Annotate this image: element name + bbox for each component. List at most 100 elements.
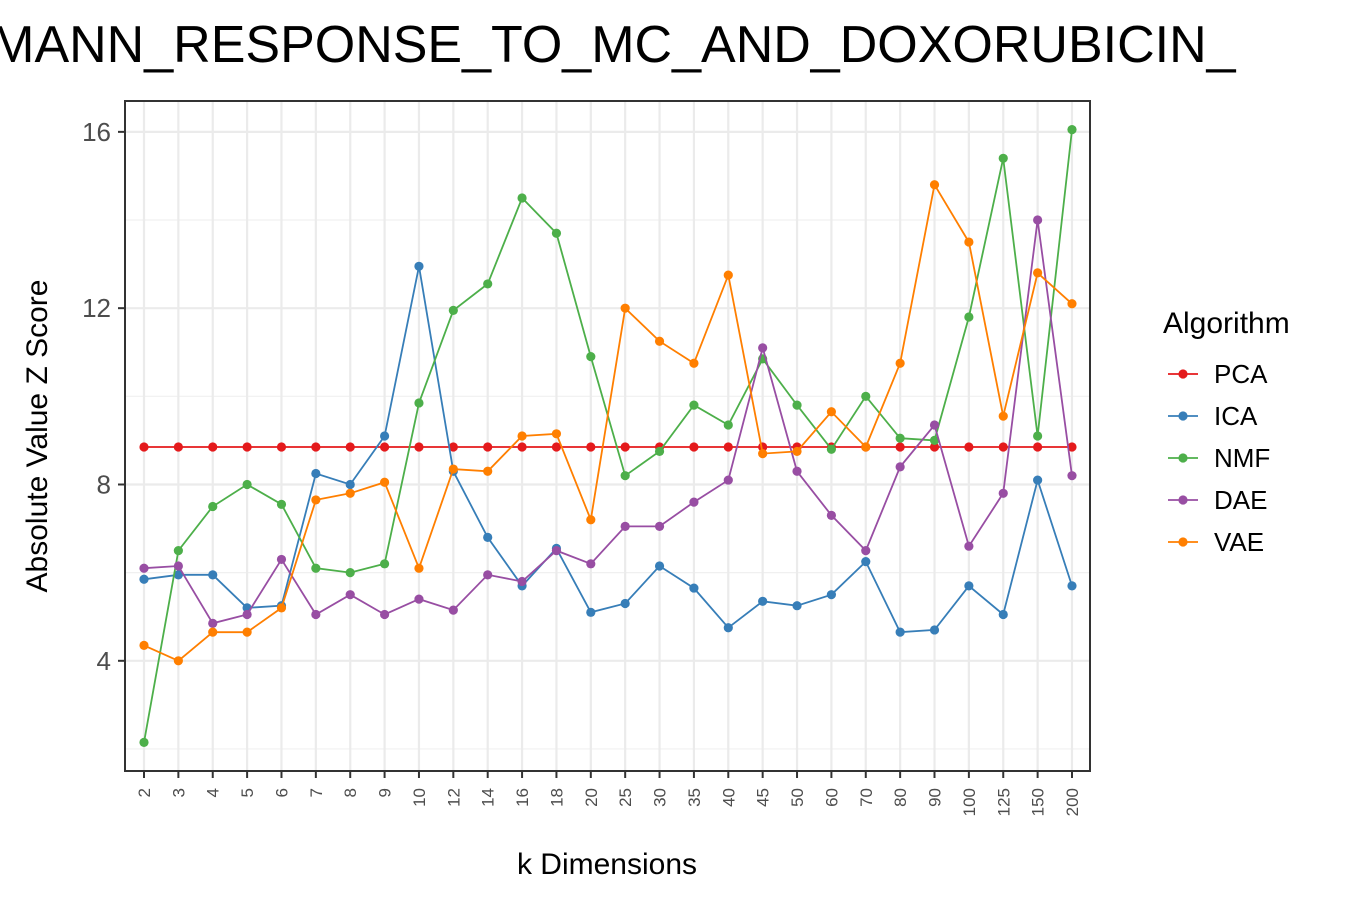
data-point-nmf bbox=[345, 568, 355, 578]
data-point-pca bbox=[620, 442, 630, 452]
data-point-ica bbox=[1067, 581, 1077, 591]
data-point-dae bbox=[139, 563, 149, 573]
data-point-nmf bbox=[1033, 431, 1043, 441]
data-point-pca bbox=[414, 442, 424, 452]
data-point-nmf bbox=[483, 279, 493, 289]
x-tick-label: 10 bbox=[410, 788, 429, 807]
data-point-nmf bbox=[826, 444, 837, 454]
data-point-vae bbox=[895, 358, 905, 368]
legend-key-point-nmf bbox=[1178, 453, 1188, 463]
x-tick-label: 20 bbox=[582, 788, 601, 807]
x-tick-label: 8 bbox=[341, 788, 360, 797]
data-point-dae bbox=[311, 609, 321, 620]
y-tick-label: 8 bbox=[97, 469, 111, 499]
x-tick-label: 150 bbox=[1029, 788, 1048, 816]
data-point-vae bbox=[208, 627, 218, 637]
x-tick-label: 16 bbox=[513, 788, 532, 807]
x-tick-label: 9 bbox=[376, 788, 395, 797]
data-point-vae bbox=[689, 358, 699, 368]
data-point-dae bbox=[414, 594, 424, 604]
data-point-ica bbox=[929, 625, 940, 635]
data-point-dae bbox=[826, 510, 837, 520]
data-point-dae bbox=[586, 559, 596, 569]
data-point-nmf bbox=[173, 546, 183, 556]
data-point-nmf bbox=[929, 435, 940, 446]
data-point-vae bbox=[861, 442, 871, 452]
data-point-nmf bbox=[311, 563, 321, 573]
data-point-dae bbox=[895, 462, 905, 472]
data-point-vae bbox=[586, 515, 596, 525]
x-tick-label: 70 bbox=[857, 788, 876, 807]
data-point-ica bbox=[173, 570, 183, 580]
data-point-nmf bbox=[242, 479, 252, 490]
data-point-dae bbox=[551, 546, 562, 556]
data-point-dae bbox=[276, 554, 287, 565]
data-point-nmf bbox=[448, 305, 458, 315]
x-tick-label: 14 bbox=[479, 788, 498, 807]
data-point-vae bbox=[1067, 299, 1077, 309]
chart-title: SMANN_RESPONSE_TO_MC_AND_DOXORUBICIN_ bbox=[0, 16, 1237, 74]
data-point-pca bbox=[586, 442, 596, 452]
data-point-nmf bbox=[964, 312, 974, 322]
data-point-ica bbox=[586, 607, 596, 617]
x-tick-label: 125 bbox=[994, 788, 1013, 816]
data-point-nmf bbox=[861, 391, 871, 401]
data-point-dae bbox=[483, 570, 493, 580]
x-tick-label: 30 bbox=[651, 788, 670, 807]
y-tick-label: 16 bbox=[82, 117, 111, 147]
legend-label-nmf: NMF bbox=[1214, 443, 1270, 473]
x-tick-label: 7 bbox=[307, 788, 326, 797]
data-point-ica bbox=[139, 574, 149, 584]
y-tick-label: 12 bbox=[82, 293, 111, 323]
data-point-pca bbox=[448, 442, 458, 452]
legend-key-point-ica bbox=[1178, 411, 1188, 421]
data-point-ica bbox=[345, 479, 355, 490]
data-point-dae bbox=[964, 541, 974, 551]
data-point-ica bbox=[1033, 475, 1043, 485]
data-point-vae bbox=[242, 627, 252, 637]
data-point-pca bbox=[311, 442, 321, 452]
data-point-ica bbox=[861, 557, 871, 567]
data-point-vae bbox=[551, 429, 562, 439]
legend-label-dae: DAE bbox=[1214, 485, 1267, 515]
data-point-vae bbox=[1033, 268, 1043, 278]
data-point-nmf bbox=[586, 352, 596, 362]
x-tick-label: 25 bbox=[616, 788, 635, 807]
x-tick-label: 4 bbox=[204, 788, 223, 797]
data-point-pca bbox=[173, 442, 183, 452]
x-tick-label: 3 bbox=[169, 788, 188, 797]
plot-border bbox=[124, 100, 1091, 772]
data-point-vae bbox=[723, 270, 733, 280]
legend: Algorithm PCA ICA NMF DAE VAE bbox=[1163, 307, 1290, 557]
data-point-vae bbox=[173, 656, 183, 666]
data-point-vae bbox=[620, 303, 630, 313]
legend-label-ica: ICA bbox=[1214, 401, 1258, 431]
data-point-dae bbox=[758, 343, 768, 353]
x-tick-label: 6 bbox=[272, 788, 291, 797]
x-tick-label: 200 bbox=[1063, 788, 1082, 816]
data-point-ica bbox=[792, 601, 802, 611]
data-point-dae bbox=[173, 561, 183, 571]
data-point-nmf bbox=[654, 446, 665, 457]
data-point-dae bbox=[929, 420, 940, 430]
data-point-nmf bbox=[620, 471, 630, 481]
data-point-ica bbox=[620, 598, 630, 609]
x-tick-label: 5 bbox=[238, 788, 257, 797]
x-tick-label: 18 bbox=[547, 788, 566, 807]
data-point-dae bbox=[723, 475, 733, 485]
x-tick-label: 45 bbox=[754, 788, 773, 807]
data-point-ica bbox=[689, 583, 699, 593]
data-point-pca bbox=[929, 442, 940, 452]
data-point-pca bbox=[1033, 442, 1043, 452]
data-point-pca bbox=[517, 442, 527, 452]
data-point-pca bbox=[379, 442, 390, 452]
data-point-dae bbox=[620, 521, 630, 531]
data-point-pca bbox=[723, 442, 733, 452]
grid-lines bbox=[125, 101, 1090, 771]
data-point-pca bbox=[895, 442, 905, 452]
data-point-nmf bbox=[414, 398, 424, 408]
x-tick-label: 60 bbox=[822, 788, 841, 807]
data-point-pca bbox=[483, 442, 493, 452]
series-layer bbox=[139, 125, 1077, 747]
data-point-nmf bbox=[551, 228, 562, 238]
